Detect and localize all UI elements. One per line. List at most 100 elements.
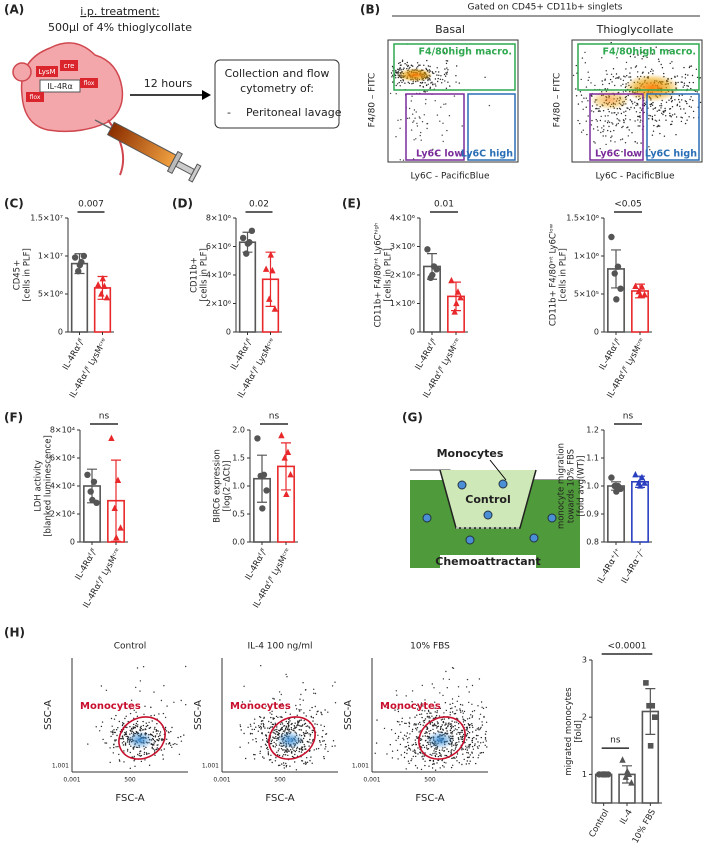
event-dot <box>391 757 394 759</box>
event-dot <box>281 763 283 765</box>
event-dot <box>303 712 305 714</box>
event-dot <box>146 753 148 756</box>
event-dot <box>283 764 285 767</box>
event-dot <box>465 686 468 688</box>
event-dot <box>408 107 411 110</box>
event-dot <box>614 112 616 114</box>
event-dot <box>395 84 397 87</box>
event-dot <box>642 55 644 58</box>
event-dot <box>306 761 309 763</box>
event-dot <box>111 725 113 727</box>
event-dot <box>399 61 401 64</box>
event-dot <box>418 64 420 66</box>
event-dot <box>115 746 117 748</box>
event-dot <box>456 760 458 762</box>
event-dot <box>439 752 441 755</box>
event-dot <box>442 728 444 730</box>
event-dot <box>125 715 127 717</box>
event-dot <box>425 67 427 70</box>
event-dot <box>286 707 288 710</box>
event-dot <box>413 139 415 141</box>
event-dot <box>140 727 142 730</box>
event-dot <box>444 75 447 77</box>
event-dot <box>250 725 252 727</box>
event-dot <box>657 58 660 60</box>
y-tick-label: 4×10⁶ <box>390 214 415 223</box>
event-dot <box>417 753 419 755</box>
event-dot <box>391 74 394 77</box>
point <box>89 496 96 504</box>
event-dot <box>445 670 447 673</box>
event-dot <box>624 118 627 120</box>
event-dot <box>426 747 428 749</box>
event-dot <box>400 731 402 733</box>
event-dot <box>480 742 482 744</box>
point <box>647 743 654 749</box>
event-dot <box>602 110 605 112</box>
event-dot <box>304 761 307 763</box>
event-dot <box>409 749 412 751</box>
y-tick-label: 1×10⁷ <box>38 252 63 261</box>
event-dot <box>458 726 460 729</box>
event-dot <box>623 75 625 77</box>
event-dot <box>448 717 450 720</box>
event-dot <box>435 714 438 717</box>
event-dot <box>646 56 648 58</box>
event-dot <box>301 760 304 762</box>
gate-ly6c-low <box>405 93 465 161</box>
event-dot <box>468 756 470 758</box>
event-dot <box>298 710 301 712</box>
event-dot <box>153 749 156 751</box>
event-dot <box>463 710 466 713</box>
event-dot <box>620 112 623 115</box>
event-dot <box>482 741 484 743</box>
event-dot <box>456 741 458 744</box>
event-dot <box>451 720 453 722</box>
event-dot <box>596 120 598 122</box>
event-dot <box>654 119 656 122</box>
event-dot <box>391 76 393 78</box>
event-dot <box>260 665 262 667</box>
event-dot <box>582 108 584 111</box>
event-dot <box>282 762 285 764</box>
event-dot <box>412 743 415 746</box>
comparison-label: ns <box>610 736 621 746</box>
event-dot <box>280 704 282 706</box>
point <box>80 252 88 260</box>
y-tick-label: 0.8 <box>586 538 599 547</box>
event-dot <box>443 73 446 76</box>
event-dot <box>268 720 270 723</box>
event-dot <box>290 751 293 754</box>
event-dot <box>672 67 674 69</box>
cell <box>498 479 508 489</box>
panel-label: (H) <box>4 626 25 640</box>
event-dot <box>462 721 465 723</box>
point <box>622 773 629 780</box>
event-dot <box>262 756 264 758</box>
event-dot <box>300 729 302 731</box>
event-dot <box>277 716 279 719</box>
event-dot <box>468 691 470 693</box>
event-dot <box>159 733 161 735</box>
event-dot <box>683 84 685 87</box>
event-dot <box>688 105 691 108</box>
y-tick-label: 0 <box>594 328 599 337</box>
event-dot <box>416 125 419 127</box>
point <box>262 265 270 272</box>
event-dot <box>403 751 406 754</box>
point <box>651 714 658 720</box>
y-axis-label: SSC-A <box>343 700 354 730</box>
y-tick-label: 5×10⁶ <box>38 290 63 299</box>
event-dot <box>278 764 280 767</box>
event-dot <box>650 103 653 105</box>
event-dot <box>413 723 416 725</box>
event-dot <box>144 759 146 761</box>
y-tick-label: 1,001 <box>52 763 69 770</box>
event-dot <box>439 692 441 694</box>
event-dot <box>324 743 327 746</box>
event-dot <box>659 132 661 135</box>
event-dot <box>169 742 171 745</box>
panel-label: (D) <box>172 197 193 211</box>
event-dot <box>462 712 464 714</box>
event-dot <box>126 750 129 752</box>
